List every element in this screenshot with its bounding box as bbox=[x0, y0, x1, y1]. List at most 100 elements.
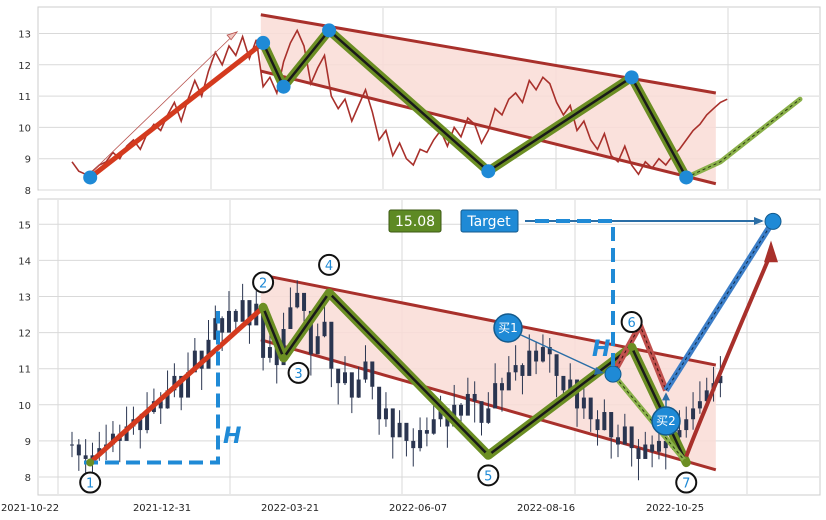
buy2-text: 买2 bbox=[656, 414, 676, 428]
top-pivot-dot bbox=[481, 164, 496, 179]
buy1-arrow bbox=[520, 334, 602, 373]
bottom-pivot-dot bbox=[325, 288, 334, 297]
candle-body bbox=[267, 347, 272, 358]
candle-body bbox=[554, 354, 559, 376]
candle-body bbox=[343, 372, 347, 384]
candle-body bbox=[411, 440, 416, 449]
target-value-text: 15.08 bbox=[395, 214, 435, 230]
candle-body bbox=[186, 372, 191, 398]
candle-body bbox=[418, 430, 423, 449]
top-y-tick-label: 8 bbox=[25, 186, 31, 197]
candle-body bbox=[165, 390, 170, 409]
candle-body bbox=[697, 401, 702, 409]
top-rise-segment bbox=[87, 40, 266, 180]
candle-body bbox=[588, 397, 593, 420]
target-value-box: 15.08 bbox=[388, 209, 442, 233]
top-pivot-dot bbox=[624, 70, 639, 85]
candle-body bbox=[684, 419, 689, 431]
candle-body bbox=[390, 408, 395, 438]
top-zigzag bbox=[258, 25, 691, 182]
x-tick-label: 2021-12-31 bbox=[133, 503, 191, 514]
candle-body bbox=[322, 321, 327, 337]
top-channel-upper bbox=[260, 13, 717, 95]
candle-body bbox=[397, 422, 402, 438]
left-height-dash bbox=[84, 310, 220, 465]
x-tick-label: 2022-10-25 bbox=[646, 503, 704, 514]
candle-body bbox=[363, 361, 368, 380]
top-pivot-dot bbox=[83, 170, 98, 185]
candle-body bbox=[240, 300, 245, 322]
x-tick-label: 2022-06-07 bbox=[389, 503, 447, 514]
pivot-number-label: 5 bbox=[484, 469, 492, 484]
buy2-marker: 买2 bbox=[651, 406, 681, 436]
bottom-pivot-dot bbox=[86, 458, 95, 467]
candle-body bbox=[629, 426, 634, 449]
candle-body bbox=[575, 379, 580, 409]
bottom-y-tick-label: 11 bbox=[18, 365, 31, 376]
top-y-ticks: 8 9 10 11 12 13 bbox=[18, 30, 31, 198]
candle-body bbox=[172, 375, 177, 391]
candle-body bbox=[479, 401, 484, 423]
top-rise-guide-head bbox=[226, 31, 239, 41]
top-forecast bbox=[683, 96, 803, 180]
candle-body bbox=[459, 404, 464, 416]
top-rise-guide bbox=[89, 33, 236, 174]
candle-body bbox=[220, 318, 225, 333]
pivot-number-circle bbox=[620, 311, 643, 334]
pivot-number-label: 7 bbox=[682, 477, 690, 492]
height-label-left: H bbox=[223, 424, 241, 449]
buy1-arrow-head bbox=[594, 367, 604, 375]
target-label-text: Target bbox=[466, 214, 511, 230]
candle-body bbox=[226, 310, 231, 333]
candle-body bbox=[370, 361, 375, 387]
candle-body bbox=[602, 412, 607, 431]
candle-body bbox=[568, 379, 573, 391]
forecast-curve-arrowhead bbox=[764, 240, 778, 263]
pivot-number-label: 1 bbox=[86, 477, 94, 492]
candle-body bbox=[288, 307, 293, 329]
pivot-number-circle bbox=[675, 471, 698, 494]
candle-body bbox=[83, 455, 88, 459]
candle-body bbox=[261, 303, 266, 358]
candle-body bbox=[431, 419, 436, 434]
candle-body bbox=[349, 372, 354, 398]
bottom-y-tick-label: 9 bbox=[25, 437, 31, 448]
bottom-y-tick-label: 13 bbox=[18, 293, 31, 304]
pivot-number-circle bbox=[79, 471, 102, 494]
bottom-y-tick-label: 8 bbox=[25, 473, 31, 484]
candle-body bbox=[308, 310, 313, 355]
top-pivot-dot bbox=[679, 170, 694, 185]
height-measure bbox=[84, 310, 220, 465]
bottom-pivot-dot bbox=[627, 343, 636, 352]
candle-body bbox=[636, 448, 641, 459]
candle-body bbox=[192, 350, 197, 373]
candle-body bbox=[622, 426, 627, 445]
top-y-tick-label: 12 bbox=[18, 61, 31, 72]
top-zigzag-inner bbox=[261, 29, 688, 179]
candle-body bbox=[158, 401, 163, 409]
bottom-pivots: 1 2 3 4 5 6 7 bbox=[79, 253, 698, 494]
top-y-tick-label: 13 bbox=[18, 30, 31, 41]
candle-body bbox=[677, 430, 682, 438]
candle-body bbox=[302, 292, 307, 311]
top-y-tick-label: 9 bbox=[25, 155, 31, 166]
bottom-pivot-dot bbox=[279, 353, 288, 362]
pivot-number-label: 4 bbox=[325, 259, 333, 274]
candle-body bbox=[499, 383, 504, 391]
target-point-dot bbox=[764, 212, 782, 230]
x-tick-label: 2022-03-21 bbox=[261, 503, 319, 514]
x-tick-label: 2021-10-22 bbox=[1, 503, 59, 514]
top-channel-fill bbox=[260, 14, 716, 184]
candle-body bbox=[315, 336, 320, 355]
candle-body bbox=[493, 383, 498, 409]
bottom-y-tick-label: 10 bbox=[18, 401, 31, 412]
candle-body bbox=[616, 437, 620, 445]
forecast-point-dot bbox=[604, 365, 622, 383]
candle-body bbox=[76, 444, 81, 456]
candle-body bbox=[233, 310, 238, 322]
candle-body bbox=[486, 408, 491, 423]
candle-body bbox=[718, 375, 723, 384]
target-height-dash bbox=[535, 219, 615, 367]
candle-body bbox=[643, 444, 648, 459]
